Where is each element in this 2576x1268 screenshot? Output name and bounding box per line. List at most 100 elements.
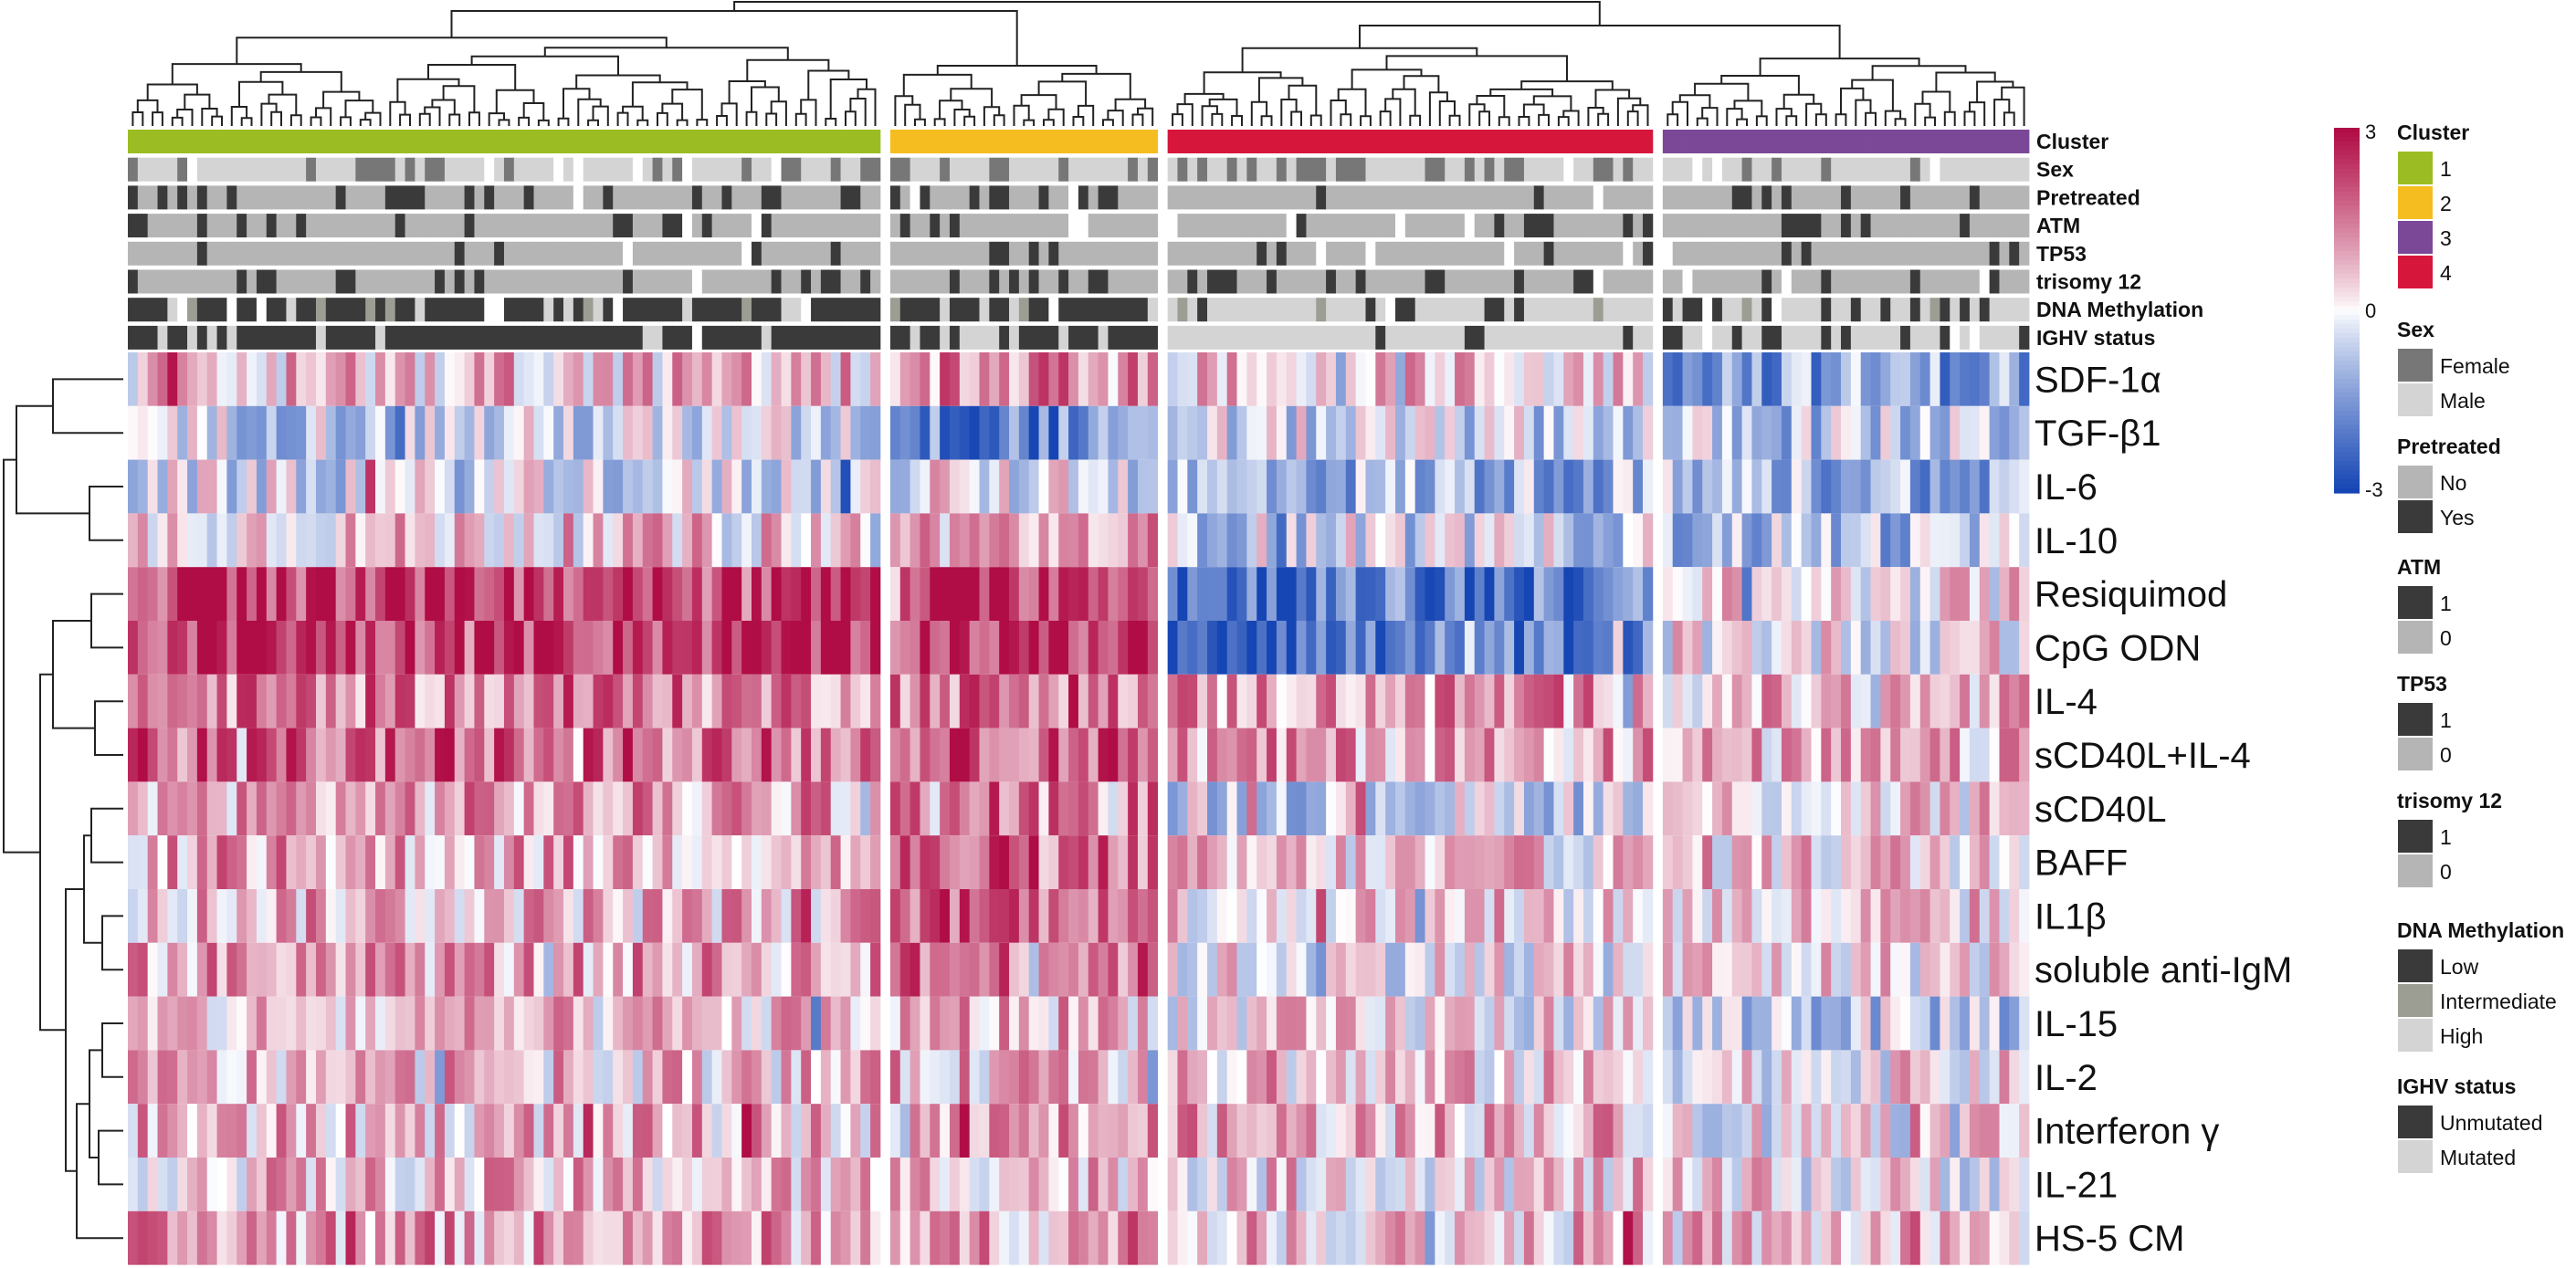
annotation-cell xyxy=(613,130,624,153)
heatmap-cell xyxy=(1702,835,1713,889)
heatmap-cell xyxy=(444,781,456,836)
annotation-cell xyxy=(1741,241,1752,266)
heatmap-cell xyxy=(1276,352,1288,406)
heatmap-cell xyxy=(1236,1210,1247,1265)
heatmap-cell xyxy=(216,352,227,406)
heatmap-cell xyxy=(1098,405,1109,460)
annotation-cell xyxy=(603,130,614,153)
heatmap-cell xyxy=(286,889,297,943)
heatmap-cell xyxy=(1137,728,1149,782)
heatmap-cell xyxy=(1504,942,1515,997)
heatmap-cell xyxy=(1028,352,1039,406)
annotation-cell xyxy=(801,157,812,182)
heatmap-cell xyxy=(1484,942,1495,997)
annotation-cell xyxy=(573,269,584,294)
heatmap-cell xyxy=(237,513,247,568)
heatmap-cell xyxy=(1731,835,1742,889)
heatmap-cell xyxy=(1355,1104,1366,1158)
annotation-cell xyxy=(405,157,415,182)
dendrogram-link xyxy=(983,106,1001,126)
heatmap-cell xyxy=(1286,996,1297,1051)
annotation-cell xyxy=(563,157,574,182)
heatmap-cell xyxy=(662,1158,673,1211)
heatmap-cell xyxy=(503,728,515,782)
heatmap-cell xyxy=(1523,513,1535,568)
heatmap-cell xyxy=(1435,942,1446,997)
row-label: soluble anti-IgM xyxy=(2035,950,2292,990)
heatmap-cell xyxy=(1712,567,1723,621)
heatmap-cell xyxy=(365,513,376,568)
heatmap-cell xyxy=(1088,942,1099,997)
annotation-cell xyxy=(930,269,941,294)
annotation-cell xyxy=(266,214,278,238)
heatmap-cell xyxy=(771,889,782,943)
heatmap-cell xyxy=(454,352,465,406)
heatmap-cell xyxy=(761,621,773,675)
heatmap-cell xyxy=(1702,1104,1713,1158)
annotation-cell xyxy=(1890,298,1901,322)
heatmap-cell xyxy=(899,513,911,568)
heatmap-cell xyxy=(1563,996,1574,1051)
heatmap-cell xyxy=(1128,889,1139,943)
heatmap-cell xyxy=(721,889,732,943)
annotation-cell xyxy=(1791,130,1803,153)
heatmap-cell xyxy=(1979,1158,1991,1211)
heatmap-cell xyxy=(1246,352,1257,406)
heatmap-cell xyxy=(1880,459,1891,514)
heatmap-cell xyxy=(899,674,911,728)
heatmap-cell xyxy=(355,459,366,514)
heatmap-cell xyxy=(949,352,961,406)
heatmap-cell xyxy=(1088,621,1099,675)
heatmap-cell xyxy=(494,835,505,889)
heatmap-cell xyxy=(1474,1050,1485,1105)
heatmap-cell xyxy=(296,513,307,568)
heatmap-cell xyxy=(1960,513,1971,568)
annotation-cell xyxy=(474,130,485,153)
annotation-cell xyxy=(1682,185,1693,210)
annotation-cell xyxy=(583,130,594,153)
annotation-cell xyxy=(1445,325,1456,350)
dendrogram-link xyxy=(1755,115,1768,126)
heatmap-cell xyxy=(1751,459,1762,514)
heatmap-cell xyxy=(365,942,376,997)
heatmap-cell xyxy=(365,1104,376,1158)
heatmap-cell xyxy=(1989,352,2000,406)
heatmap-cell xyxy=(899,996,911,1051)
annotation-cell xyxy=(345,298,356,322)
heatmap-cell xyxy=(1979,513,1991,568)
heatmap-cell xyxy=(425,1210,436,1265)
annotation-cell xyxy=(1296,241,1307,266)
heatmap-cell xyxy=(1038,1210,1049,1265)
heatmap-cell xyxy=(860,567,871,621)
heatmap-cell xyxy=(1514,674,1525,728)
heatmap-cell xyxy=(652,942,663,997)
annotation-cell xyxy=(503,325,515,350)
heatmap-cell xyxy=(1613,728,1624,782)
heatmap-cell xyxy=(1365,674,1376,728)
annotation-cell xyxy=(425,298,436,322)
heatmap-cell xyxy=(1365,1210,1376,1265)
heatmap-cell xyxy=(1028,459,1039,514)
heatmap-cell xyxy=(1216,621,1228,675)
heatmap-cell xyxy=(503,459,515,514)
annotation-cell xyxy=(167,157,178,182)
color-scale-swatch xyxy=(2334,128,2360,133)
annotation-cell xyxy=(761,325,773,350)
annotation-cell xyxy=(2009,298,2020,322)
annotation-cell xyxy=(1533,157,1545,182)
heatmap-cell xyxy=(1286,352,1297,406)
dendrogram-link xyxy=(963,115,976,126)
annotation-cell xyxy=(1276,130,1288,153)
annotation-cell xyxy=(1880,130,1891,153)
heatmap-cell xyxy=(444,889,456,943)
heatmap-cell xyxy=(741,942,752,997)
heatmap-cell xyxy=(662,405,673,460)
heatmap-cell xyxy=(1177,567,1188,621)
annotation-cell xyxy=(1890,325,1901,350)
heatmap-cell xyxy=(583,781,594,836)
heatmap-cell xyxy=(533,459,544,514)
heatmap-cell xyxy=(335,728,346,782)
annotation-cell xyxy=(1741,130,1752,153)
heatmap-cell xyxy=(474,567,485,621)
annotation-cell xyxy=(811,185,822,210)
